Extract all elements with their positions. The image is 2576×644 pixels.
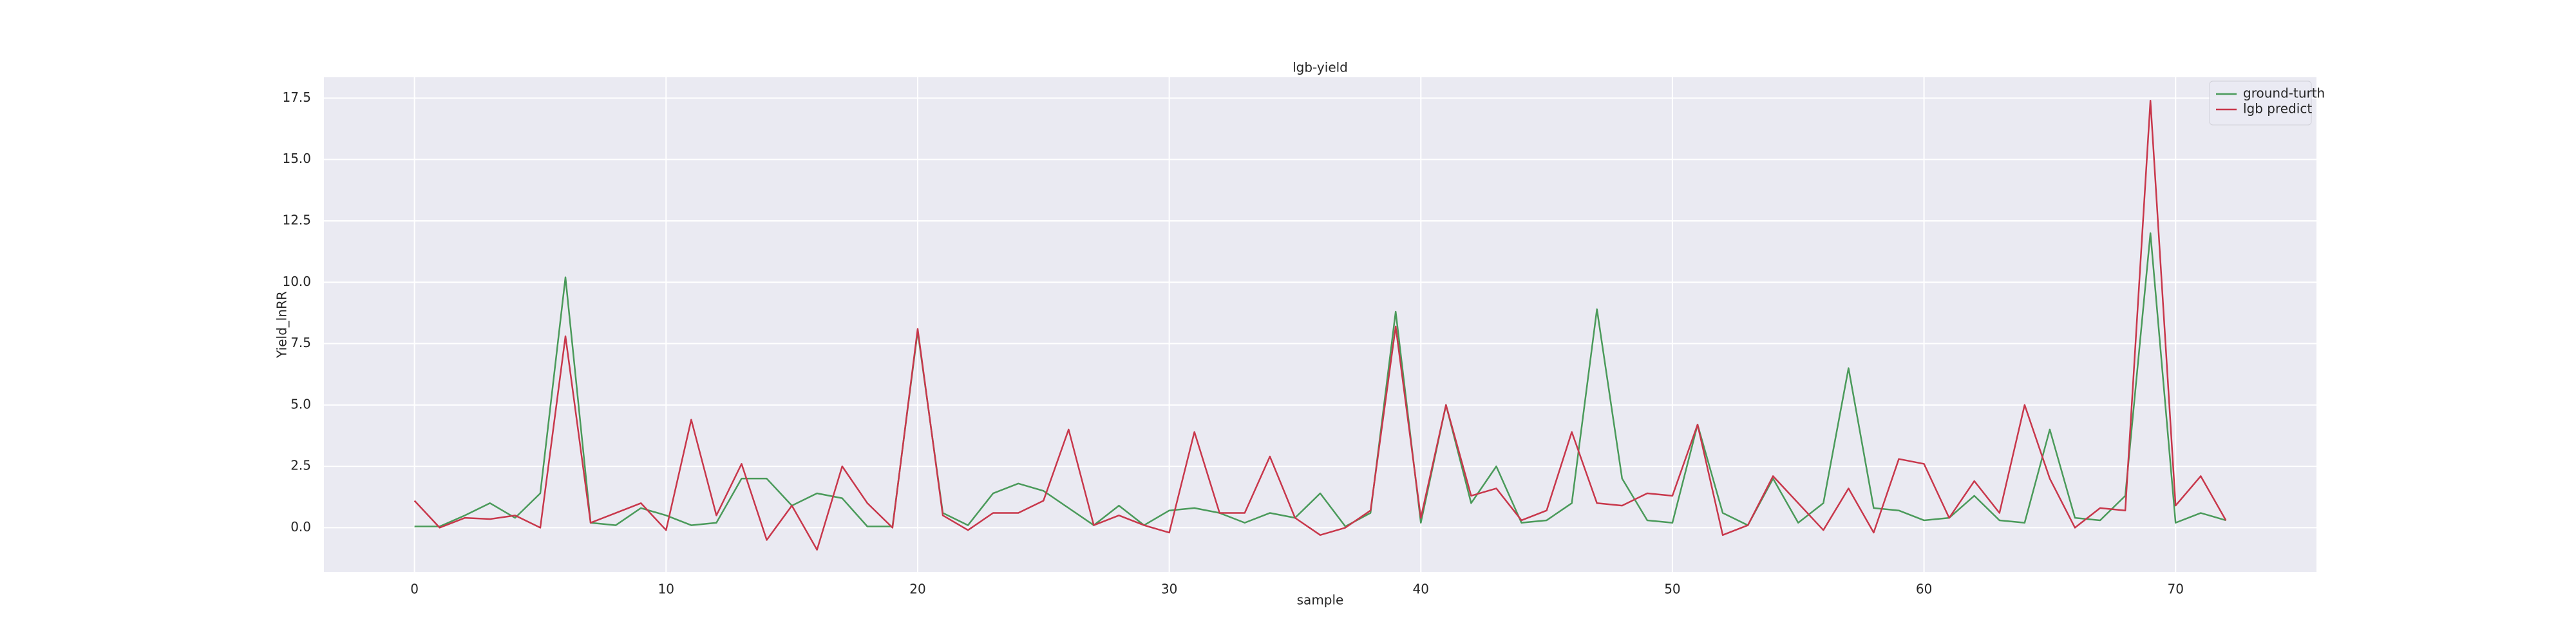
plot-area — [324, 77, 2316, 572]
y-tick-label: 12.5 — [282, 212, 311, 227]
line-series — [414, 232, 2226, 527]
legend-label: ground-turth — [2243, 86, 2325, 101]
line-series — [413, 99, 2227, 551]
y-tick-label: 10.0 — [282, 274, 311, 289]
x-tick-label: 50 — [1664, 582, 1680, 597]
x-tick-label: 0 — [410, 582, 419, 597]
x-tick-label: 20 — [909, 582, 925, 597]
y-tick-label: 17.5 — [282, 90, 311, 105]
y-tick-label: 5.0 — [290, 396, 311, 412]
legend-box — [2209, 80, 2312, 126]
y-axis-label: Yield_lnRR — [274, 291, 290, 359]
x-tick-label: 60 — [1916, 582, 1932, 597]
x-tick-label: 10 — [658, 582, 674, 597]
x-tick-label: 40 — [1413, 582, 1429, 597]
y-tick-label: 7.5 — [290, 335, 311, 350]
y-tick-label: 0.0 — [290, 519, 311, 535]
legend-label: lgb predict — [2243, 101, 2312, 117]
chart-title: lgb-yield — [1293, 60, 1348, 75]
x-axis-label: sample — [1297, 592, 1344, 608]
x-tick-label: 30 — [1161, 582, 1177, 597]
y-tick-label: 2.5 — [290, 458, 311, 473]
x-tick-label: 70 — [2168, 582, 2184, 597]
y-tick-label: 15.0 — [282, 151, 311, 166]
